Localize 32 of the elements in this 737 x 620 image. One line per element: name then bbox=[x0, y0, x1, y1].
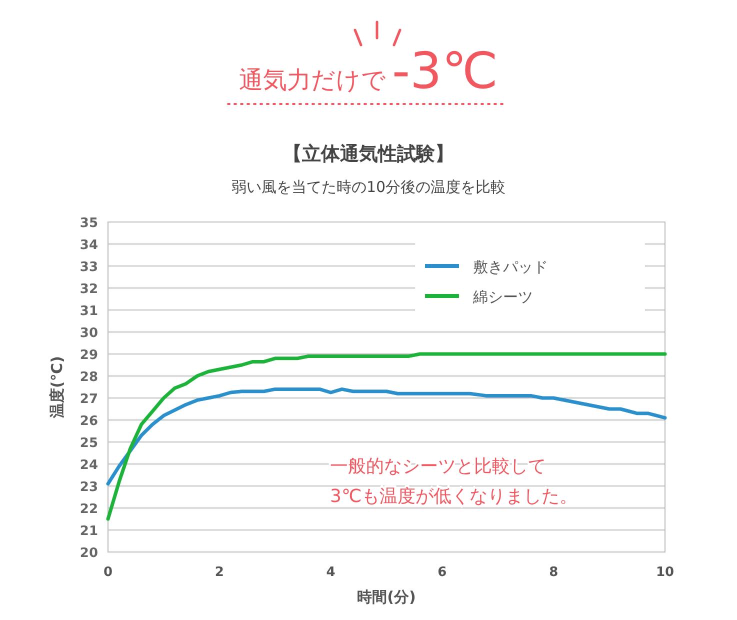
y-tick-label: 24 bbox=[80, 458, 98, 473]
y-tick-label: 27 bbox=[80, 392, 98, 407]
y-tick-label: 20 bbox=[80, 546, 98, 561]
y-tick-label: 31 bbox=[80, 304, 98, 319]
chart-subtitle: 【立体通気性試験】 bbox=[283, 143, 454, 165]
y-tick-label: 29 bbox=[80, 348, 98, 363]
x-tick-label: 10 bbox=[656, 565, 674, 580]
text: 弱い風を当てた時の10分後の温度を比較 bbox=[231, 178, 506, 196]
x-tick-label: 2 bbox=[214, 565, 224, 580]
x-tick-label: 4 bbox=[326, 565, 336, 580]
x-tick-label: 8 bbox=[549, 565, 558, 580]
y-tick-label: 25 bbox=[80, 436, 98, 451]
legend-label: 敷きパッド bbox=[473, 258, 548, 276]
y-tick-label: 30 bbox=[80, 326, 98, 341]
x-tick-label: 6 bbox=[438, 565, 447, 580]
y-tick-label: 23 bbox=[80, 480, 98, 495]
y-tick-label: 32 bbox=[80, 282, 98, 297]
y-tick-label: 26 bbox=[80, 414, 98, 429]
y-tick-label: 28 bbox=[80, 370, 98, 385]
legend-label: 綿シーツ bbox=[472, 288, 533, 306]
y-tick-label: 35 bbox=[80, 216, 98, 231]
y-tick-label: 22 bbox=[80, 502, 98, 517]
x-axis-title: 時間(分) bbox=[357, 588, 416, 606]
y-tick-label: 33 bbox=[80, 260, 98, 275]
y-axis-title: 温度(℃) bbox=[48, 356, 66, 419]
y-tick-label: 21 bbox=[80, 524, 98, 539]
line-series bbox=[106, 352, 667, 521]
x-tick-label: 0 bbox=[103, 565, 113, 580]
annotation: 一般的なシーツと比較して 3℃も温度が低くなりました。 bbox=[330, 456, 578, 507]
chart-title: 通気力だけで-3℃ bbox=[238, 42, 498, 100]
y-tick-label: 34 bbox=[80, 238, 98, 253]
line-series bbox=[106, 387, 667, 486]
